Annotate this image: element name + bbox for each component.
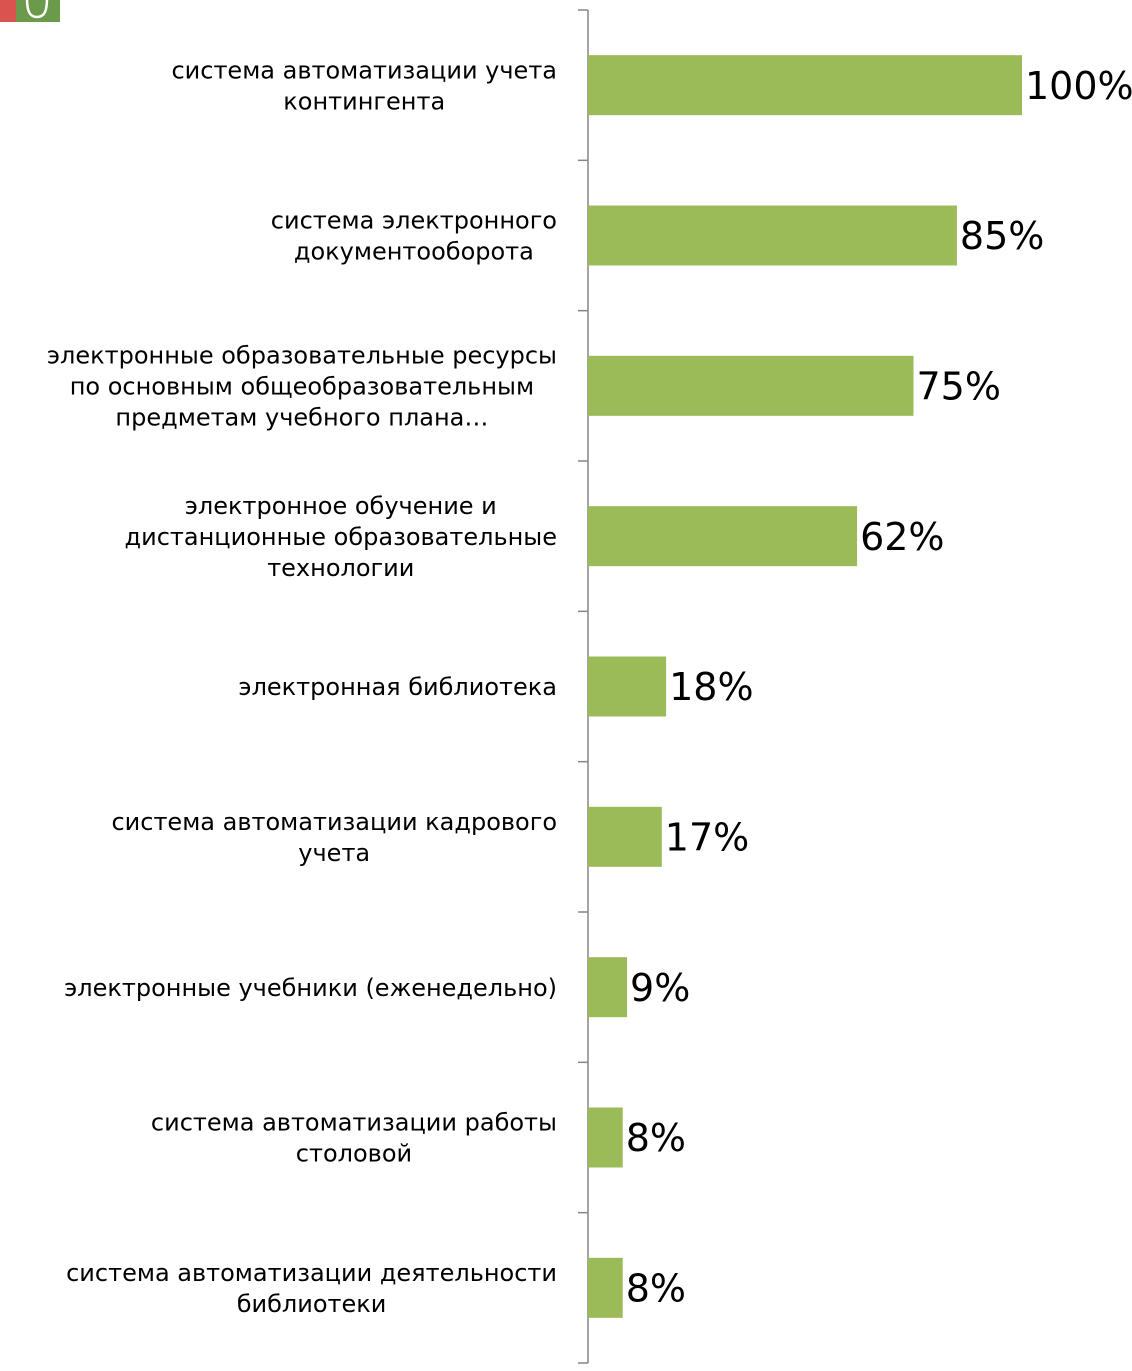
category-label-line: система электронного xyxy=(271,207,557,235)
category-label: электронная библиотека xyxy=(238,673,557,701)
category-label: система автоматизации учета контингента xyxy=(171,56,557,115)
category-label: система автоматизации деятельности библио… xyxy=(66,1259,557,1318)
bar xyxy=(588,656,667,717)
data-label: 100% xyxy=(1025,64,1132,108)
category-label-line: система автоматизации кадрового xyxy=(111,808,557,836)
category-label-line: документооборота xyxy=(294,238,534,266)
category-label-line: по основным общеобразовательным xyxy=(70,372,534,400)
corner-logo-icon xyxy=(0,0,60,22)
category-label: электронное обучение и дистанционные обра… xyxy=(125,492,557,582)
bar xyxy=(588,205,957,266)
category-label: система автоматизации кадрового учета xyxy=(111,808,557,867)
data-label: 17% xyxy=(665,816,749,860)
category-label-line: технологии xyxy=(267,554,414,582)
data-label: 75% xyxy=(917,365,1001,409)
data-label: 8% xyxy=(626,1116,686,1160)
category-label-line: электронные учебники (еженедельно) xyxy=(64,974,557,1002)
bar xyxy=(588,55,1022,116)
bar xyxy=(588,806,662,867)
category-label: система автоматизации работы столовой xyxy=(151,1109,557,1168)
category-label: система электронного документооборота xyxy=(271,207,557,266)
category-label-line: дистанционные образовательные xyxy=(125,523,557,551)
category-label-line: столовой xyxy=(296,1140,412,1168)
bar xyxy=(588,506,858,567)
category-label: электронные учебники (еженедельно) xyxy=(64,974,557,1002)
data-label: 9% xyxy=(630,966,690,1010)
category-label-line: контингента xyxy=(283,87,445,115)
category-label-line: система автоматизации работы xyxy=(151,1109,557,1137)
data-label: 62% xyxy=(860,515,944,559)
category-label-line: электронные образовательные ресурсы xyxy=(47,341,557,369)
category-label-line: система автоматизации учета xyxy=(171,56,557,84)
category-label-line: учета xyxy=(298,839,370,867)
data-label: 8% xyxy=(626,1267,686,1311)
bar xyxy=(588,957,628,1018)
category-label-line: электронная библиотека xyxy=(238,673,557,701)
category-label: электронные образовательные ресурсы по ос… xyxy=(47,341,557,431)
bar xyxy=(588,355,914,416)
category-label-line: система автоматизации деятельности xyxy=(66,1259,557,1287)
data-label: 18% xyxy=(669,665,753,709)
category-label-line: библиотеки xyxy=(237,1290,387,1318)
bar xyxy=(588,1107,623,1168)
category-label-line: электронное обучение и xyxy=(185,492,497,520)
category-label-line: предметам учебного плана… xyxy=(115,403,488,431)
bar xyxy=(588,1257,623,1318)
data-label: 85% xyxy=(960,214,1044,258)
